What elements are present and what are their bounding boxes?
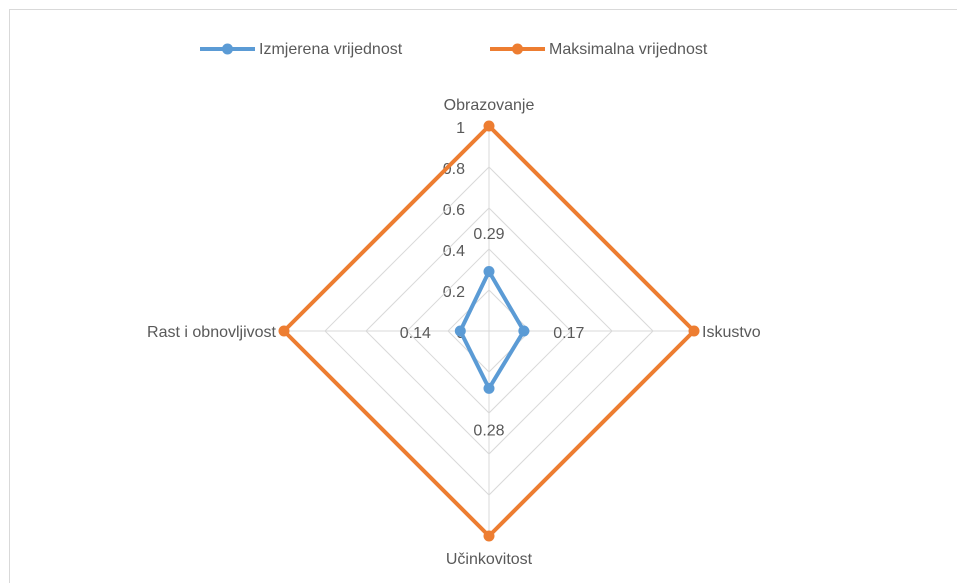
category-label: Učinkovitost bbox=[446, 551, 533, 568]
data-point bbox=[483, 382, 495, 394]
category-label: Obrazovanje bbox=[444, 97, 535, 114]
data-point bbox=[483, 530, 495, 542]
data-label: 0.14 bbox=[400, 325, 431, 342]
data-point bbox=[483, 120, 495, 132]
r-tick-label: 0.4 bbox=[443, 243, 465, 260]
data-point bbox=[483, 266, 495, 278]
category-label: Rast i obnovljivost bbox=[147, 324, 277, 341]
category-label: Iskustvo bbox=[702, 324, 761, 341]
data-label: 0.29 bbox=[473, 226, 504, 243]
legend-marker bbox=[222, 43, 233, 55]
data-label: 0.17 bbox=[553, 325, 584, 342]
data-point bbox=[688, 325, 700, 337]
data-point bbox=[278, 325, 290, 337]
r-tick-label: 1 bbox=[456, 120, 465, 137]
data-point bbox=[454, 325, 466, 337]
data-label: 0.28 bbox=[473, 423, 504, 440]
legend-label: Izmjerena vrijednost bbox=[259, 41, 403, 58]
r-tick-label: 0.2 bbox=[443, 284, 465, 301]
legend-label: Maksimalna vrijednost bbox=[549, 41, 708, 58]
data-point bbox=[518, 325, 530, 337]
r-tick-label: 0.6 bbox=[443, 202, 465, 219]
legend-marker bbox=[512, 43, 523, 55]
